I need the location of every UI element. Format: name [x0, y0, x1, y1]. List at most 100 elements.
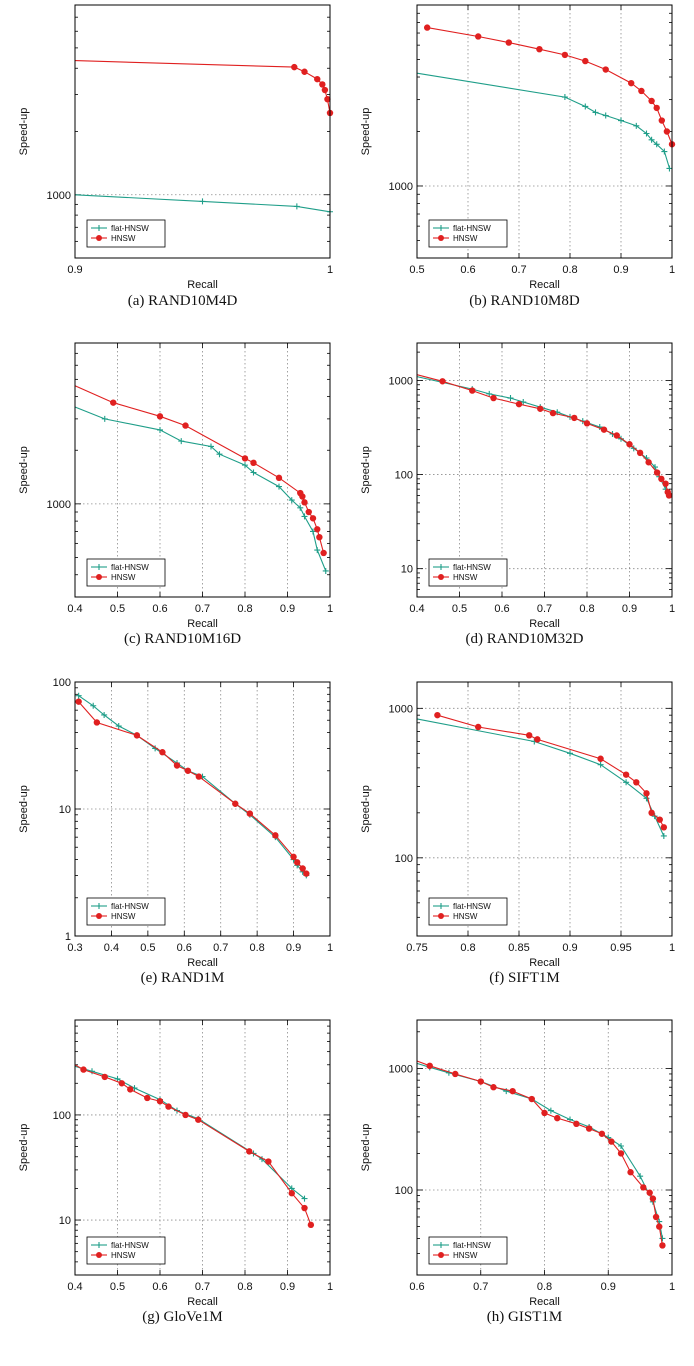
- point-hnsw: [182, 422, 189, 429]
- point-hnsw: [628, 79, 635, 87]
- legend-marker-hnsw: [96, 913, 102, 919]
- x-tick-label: 0.6: [177, 942, 192, 954]
- x-tick-label: 1: [669, 942, 675, 954]
- x-tick-label: 0.7: [473, 1281, 488, 1293]
- point-hnsw: [585, 1125, 593, 1132]
- point-hnsw: [653, 104, 660, 112]
- series-line-flat-hnsw: [416, 376, 667, 490]
- point-hnsw: [439, 378, 446, 385]
- legend-marker-hnsw: [96, 574, 102, 580]
- legend-label: flat-HNSW: [453, 1241, 491, 1250]
- point-flat-hnsw: [602, 112, 609, 119]
- point-flat-hnsw: [659, 1235, 666, 1242]
- legend-marker-hnsw: [96, 1252, 102, 1258]
- legend-label: HNSW: [453, 912, 478, 921]
- y-tick-label: 1000: [389, 375, 413, 387]
- point-hnsw: [165, 1103, 172, 1110]
- point-hnsw: [275, 474, 283, 482]
- x-tick-label: 0.75: [406, 942, 427, 954]
- y-tick-label: 1: [65, 931, 71, 943]
- y-axis-label: Speed-up: [18, 785, 30, 833]
- point-hnsw: [184, 767, 192, 774]
- point-hnsw: [299, 493, 306, 500]
- point-flat-hnsw: [208, 443, 214, 450]
- legend-marker-hnsw: [96, 235, 102, 241]
- legend-label: HNSW: [453, 1251, 478, 1260]
- point-hnsw: [156, 413, 164, 420]
- plot-frame: [416, 4, 673, 259]
- chart-caption: (h) GIST1M: [487, 1309, 562, 1325]
- legend-label: flat-HNSW: [453, 902, 491, 911]
- x-tick-label: 1: [327, 1281, 333, 1293]
- x-tick-label: 0.4: [104, 942, 119, 954]
- point-hnsw: [608, 1138, 615, 1145]
- x-tick-label: 0.6: [152, 1281, 167, 1293]
- point-hnsw: [434, 711, 441, 719]
- point-hnsw: [526, 732, 533, 739]
- x-tick-label: 0.9: [622, 603, 637, 615]
- point-flat-hnsw: [561, 94, 568, 101]
- y-tick-label: 10: [59, 1215, 71, 1227]
- y-axis-label: Speed-up: [18, 108, 30, 156]
- legend-box: [428, 1236, 508, 1265]
- point-hnsw: [509, 1087, 516, 1095]
- x-tick-label: 0.7: [195, 603, 210, 615]
- point-hnsw: [633, 779, 640, 786]
- series-line-flat-hnsw: [78, 695, 307, 876]
- x-axis-label: Recall: [187, 1296, 218, 1308]
- y-axis-label: Speed-up: [18, 446, 30, 494]
- y-tick-label: 10: [401, 564, 413, 576]
- point-hnsw: [250, 459, 257, 467]
- point-hnsw: [93, 719, 101, 726]
- point-flat-hnsw: [75, 692, 82, 699]
- point-hnsw: [288, 1190, 295, 1197]
- point-hnsw: [246, 810, 254, 817]
- point-hnsw: [290, 853, 297, 861]
- x-tick-label: 0.5: [409, 264, 424, 276]
- legend-label: flat-HNSW: [453, 563, 491, 572]
- point-hnsw: [321, 86, 329, 94]
- plot-frame: [416, 681, 673, 937]
- point-flat-hnsw: [90, 702, 97, 709]
- point-hnsw: [452, 1070, 459, 1078]
- point-hnsw: [118, 1080, 125, 1087]
- x-tick-label: 0.85: [508, 942, 529, 954]
- chart-caption: (g) GloVe1M: [142, 1309, 222, 1325]
- y-tick-label: 100: [53, 1110, 71, 1122]
- chart-caption: (d) RAND10M32D: [466, 631, 584, 647]
- point-flat-hnsw: [637, 1173, 644, 1180]
- x-axis-label: Recall: [187, 618, 218, 630]
- point-hnsw: [301, 68, 308, 75]
- point-hnsw: [469, 387, 476, 394]
- x-tick-label: 0.7: [537, 603, 552, 615]
- x-tick-label: 0.8: [237, 1281, 252, 1293]
- point-hnsw: [324, 95, 331, 103]
- x-tick-label: 0.7: [511, 264, 526, 276]
- x-tick-label: 0.7: [195, 1281, 210, 1293]
- x-tick-label: 1: [327, 942, 333, 954]
- point-hnsw: [622, 771, 630, 778]
- x-tick-label: 0.6: [460, 264, 475, 276]
- point-hnsw: [602, 66, 609, 73]
- plot-frame: [74, 1019, 331, 1276]
- point-hnsw: [133, 732, 141, 739]
- legend-marker-hnsw: [438, 574, 444, 580]
- legend-label: HNSW: [111, 234, 136, 243]
- series-line-flat-hnsw: [74, 194, 331, 213]
- point-flat-hnsw: [666, 165, 673, 172]
- legend-box: [86, 219, 166, 248]
- x-tick-label: 0.6: [494, 603, 509, 615]
- x-axis-label: Recall: [529, 618, 560, 630]
- point-hnsw: [648, 809, 655, 817]
- x-tick-label: 1: [669, 1281, 675, 1293]
- x-tick-label: 0.3: [67, 942, 82, 954]
- point-hnsw: [291, 63, 298, 71]
- chart-caption: (c) RAND10M16D: [124, 631, 241, 647]
- point-hnsw: [573, 1120, 580, 1128]
- point-hnsw: [144, 1094, 151, 1102]
- legend-box: [86, 897, 166, 926]
- legend-label: flat-HNSW: [111, 1241, 149, 1250]
- plot-frame: [74, 4, 331, 259]
